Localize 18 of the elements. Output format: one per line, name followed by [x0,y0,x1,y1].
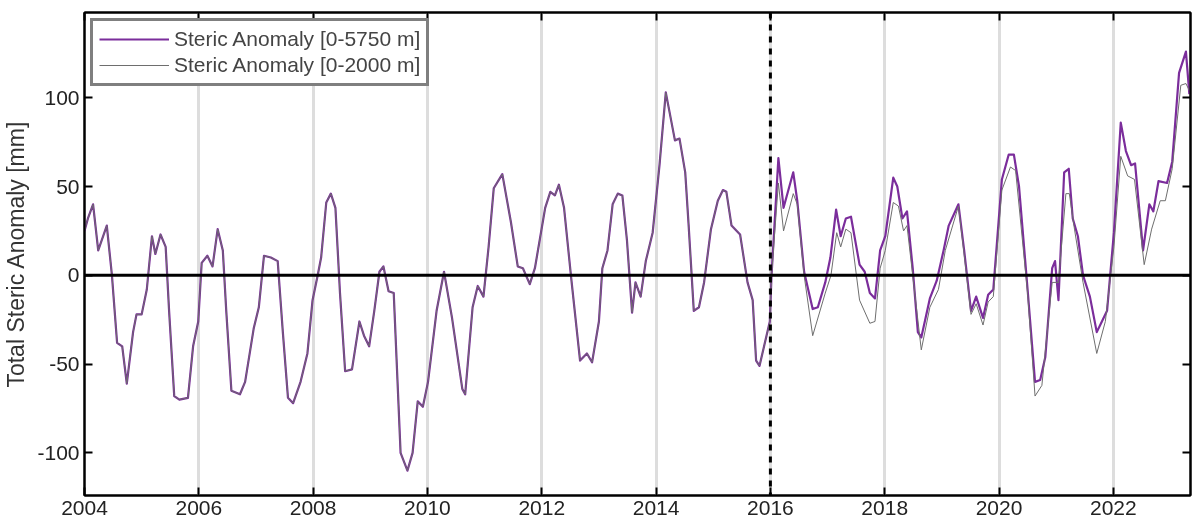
x-tick-label: 2020 [975,495,1023,517]
y-tick-label: 0 [67,263,80,287]
legend-label: Steric Anomaly [0-2000 m] [174,53,421,77]
x-tick-label: 2012 [518,495,566,517]
y-tick-label: -100 [37,440,80,464]
x-tick-label: 2004 [61,495,109,517]
legend-label: Steric Anomaly [0-5750 m] [174,27,421,51]
x-tick-label: 2014 [632,495,680,517]
x-tick-label: 2018 [861,495,909,517]
y-axis-title: Total Steric Anomaly [mm] [3,121,30,388]
x-tick-label: 2006 [175,495,223,517]
x-tick-label: 2022 [1089,495,1137,517]
y-tick-label: 50 [56,174,80,198]
x-tick-label: 2016 [747,495,794,517]
x-tick-label: 2010 [404,495,451,517]
y-tick-label: 100 [44,85,80,109]
x-tick-label: 2008 [289,495,337,517]
y-tick-label: -50 [49,352,80,376]
